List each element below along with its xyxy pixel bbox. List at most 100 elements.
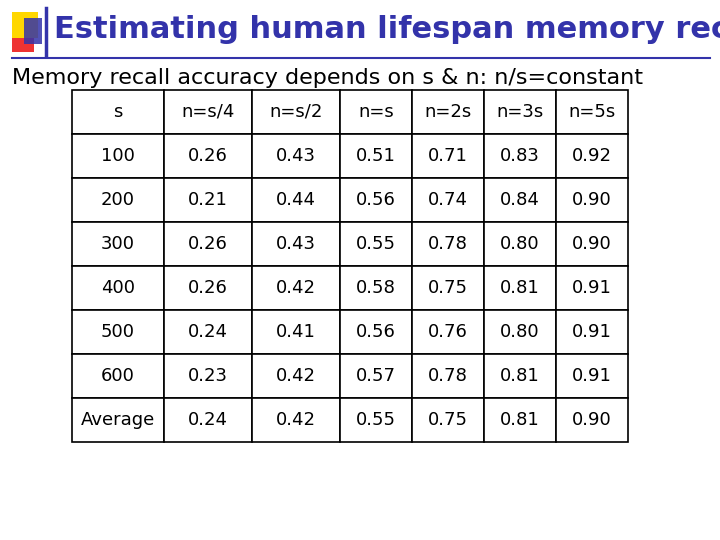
- Text: 0.42: 0.42: [276, 279, 316, 297]
- Text: 0.78: 0.78: [428, 367, 468, 385]
- Bar: [252, 90, 340, 134]
- Text: 0.76: 0.76: [428, 323, 468, 341]
- Bar: [252, 354, 340, 398]
- Text: 0.71: 0.71: [428, 147, 468, 165]
- Bar: [412, 90, 484, 134]
- Text: 0.44: 0.44: [276, 191, 316, 209]
- Text: 0.92: 0.92: [572, 147, 612, 165]
- Text: 0.26: 0.26: [188, 235, 228, 253]
- Text: 200: 200: [101, 191, 135, 209]
- Bar: [556, 90, 628, 134]
- Bar: [72, 134, 164, 178]
- Text: 0.21: 0.21: [188, 191, 228, 209]
- Bar: [556, 178, 628, 222]
- Text: 300: 300: [101, 235, 135, 253]
- Text: 0.43: 0.43: [276, 235, 316, 253]
- Bar: [72, 398, 164, 442]
- Text: 0.23: 0.23: [188, 367, 228, 385]
- Bar: [556, 354, 628, 398]
- Text: Estimating human lifespan memory recall: Estimating human lifespan memory recall: [54, 16, 720, 44]
- Bar: [252, 266, 340, 310]
- Bar: [484, 90, 556, 134]
- Bar: [72, 354, 164, 398]
- Bar: [72, 222, 164, 266]
- Text: 0.90: 0.90: [572, 191, 612, 209]
- Text: n=s/2: n=s/2: [269, 103, 323, 121]
- Text: n=s/4: n=s/4: [181, 103, 235, 121]
- Text: n=5s: n=5s: [568, 103, 616, 121]
- Bar: [340, 178, 412, 222]
- Bar: [24, 18, 42, 44]
- Bar: [412, 310, 484, 354]
- Bar: [252, 310, 340, 354]
- Text: 0.57: 0.57: [356, 367, 396, 385]
- Text: 100: 100: [101, 147, 135, 165]
- Bar: [412, 354, 484, 398]
- Bar: [556, 310, 628, 354]
- Text: n=3s: n=3s: [496, 103, 544, 121]
- Bar: [556, 222, 628, 266]
- Text: 0.56: 0.56: [356, 191, 396, 209]
- Text: 0.90: 0.90: [572, 235, 612, 253]
- Bar: [484, 266, 556, 310]
- Bar: [164, 134, 252, 178]
- Text: 500: 500: [101, 323, 135, 341]
- Text: 0.24: 0.24: [188, 323, 228, 341]
- Text: 0.74: 0.74: [428, 191, 468, 209]
- Text: 0.83: 0.83: [500, 147, 540, 165]
- Text: 0.26: 0.26: [188, 279, 228, 297]
- Bar: [252, 222, 340, 266]
- Text: 0.51: 0.51: [356, 147, 396, 165]
- Bar: [340, 398, 412, 442]
- Bar: [164, 398, 252, 442]
- Text: 0.81: 0.81: [500, 411, 540, 429]
- Bar: [72, 90, 164, 134]
- Bar: [164, 354, 252, 398]
- Text: 0.75: 0.75: [428, 279, 468, 297]
- Bar: [72, 178, 164, 222]
- Bar: [556, 398, 628, 442]
- Text: Memory recall accuracy depends on s & n: n/s=constant: Memory recall accuracy depends on s & n:…: [12, 68, 643, 88]
- Text: 0.26: 0.26: [188, 147, 228, 165]
- Text: 600: 600: [101, 367, 135, 385]
- Text: 0.91: 0.91: [572, 323, 612, 341]
- Text: 0.42: 0.42: [276, 411, 316, 429]
- Bar: [484, 310, 556, 354]
- Text: 0.58: 0.58: [356, 279, 396, 297]
- Bar: [340, 354, 412, 398]
- Text: 0.90: 0.90: [572, 411, 612, 429]
- Text: 0.81: 0.81: [500, 367, 540, 385]
- Bar: [340, 310, 412, 354]
- Bar: [252, 134, 340, 178]
- Text: 0.55: 0.55: [356, 411, 396, 429]
- Text: 400: 400: [101, 279, 135, 297]
- Bar: [412, 222, 484, 266]
- Bar: [340, 266, 412, 310]
- Bar: [164, 266, 252, 310]
- Text: 0.75: 0.75: [428, 411, 468, 429]
- Text: 0.78: 0.78: [428, 235, 468, 253]
- Text: n=s: n=s: [358, 103, 394, 121]
- Bar: [252, 178, 340, 222]
- Bar: [12, 30, 34, 52]
- Bar: [72, 266, 164, 310]
- Bar: [164, 178, 252, 222]
- Text: 0.24: 0.24: [188, 411, 228, 429]
- Text: n=2s: n=2s: [424, 103, 472, 121]
- Bar: [484, 178, 556, 222]
- Bar: [164, 310, 252, 354]
- Text: 0.84: 0.84: [500, 191, 540, 209]
- Text: 0.43: 0.43: [276, 147, 316, 165]
- Text: 0.41: 0.41: [276, 323, 316, 341]
- Text: 0.55: 0.55: [356, 235, 396, 253]
- Bar: [340, 134, 412, 178]
- Bar: [484, 398, 556, 442]
- Bar: [412, 266, 484, 310]
- Text: 0.91: 0.91: [572, 367, 612, 385]
- Bar: [340, 90, 412, 134]
- Bar: [484, 222, 556, 266]
- Text: Average: Average: [81, 411, 155, 429]
- Text: 0.81: 0.81: [500, 279, 540, 297]
- Text: 0.56: 0.56: [356, 323, 396, 341]
- Bar: [556, 266, 628, 310]
